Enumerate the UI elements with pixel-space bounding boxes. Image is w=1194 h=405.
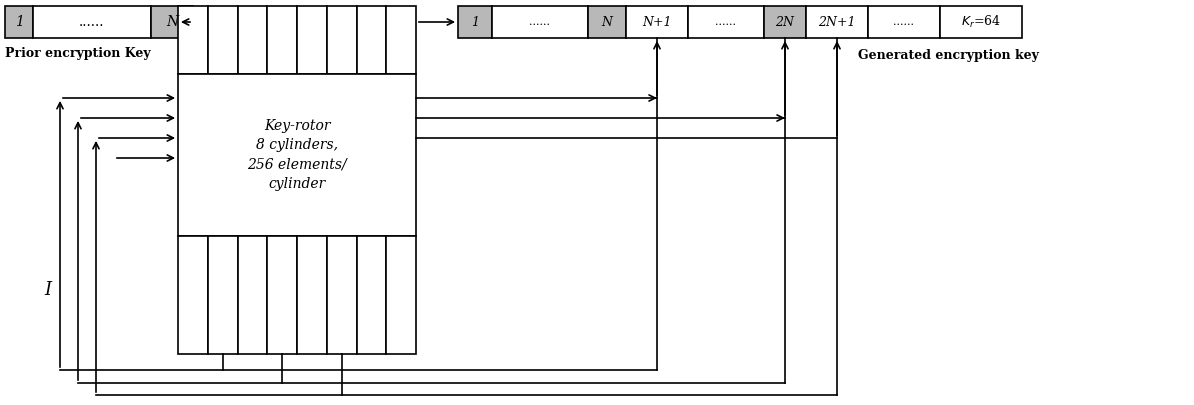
Bar	[868, 6, 940, 38]
Bar	[208, 236, 238, 354]
Text: 2N+1: 2N+1	[818, 15, 856, 28]
Text: I: I	[44, 281, 51, 299]
Bar	[386, 236, 416, 354]
Bar	[5, 6, 33, 38]
Bar	[297, 6, 327, 74]
Text: N: N	[166, 15, 178, 29]
Bar	[357, 236, 386, 354]
Bar	[267, 236, 297, 354]
Bar	[150, 6, 193, 38]
Bar	[492, 6, 587, 38]
Bar	[940, 6, 1022, 38]
Text: ......: ......	[715, 17, 737, 27]
Bar	[238, 6, 267, 74]
Text: ......: ......	[893, 17, 915, 27]
Text: N: N	[602, 15, 613, 28]
Text: Generated encryption key: Generated encryption key	[858, 49, 1039, 62]
Bar	[626, 6, 688, 38]
Text: N+1: N+1	[642, 15, 672, 28]
Bar	[806, 6, 868, 38]
Text: Prior encryption Key: Prior encryption Key	[5, 47, 150, 60]
Bar	[267, 6, 297, 74]
Text: 2N: 2N	[775, 15, 794, 28]
Bar	[587, 6, 626, 38]
Bar	[386, 6, 416, 74]
Text: Key-rotor
8 cylinders,
256 elements/
cylinder: Key-rotor 8 cylinders, 256 elements/ cyl…	[247, 119, 346, 191]
Text: 1: 1	[470, 15, 479, 28]
Text: $K_r$=64: $K_r$=64	[961, 14, 1001, 30]
Bar	[327, 6, 357, 74]
Bar	[208, 6, 238, 74]
Bar	[178, 74, 416, 236]
Bar	[764, 6, 806, 38]
Bar	[327, 236, 357, 354]
Bar	[458, 6, 492, 38]
Bar	[178, 6, 208, 74]
Bar	[178, 236, 208, 354]
Text: ......: ......	[79, 15, 105, 29]
Text: 1: 1	[14, 15, 24, 29]
Bar	[357, 6, 386, 74]
Bar	[688, 6, 764, 38]
Bar	[297, 236, 327, 354]
Bar	[33, 6, 150, 38]
Bar	[238, 236, 267, 354]
Text: ......: ......	[529, 17, 550, 27]
